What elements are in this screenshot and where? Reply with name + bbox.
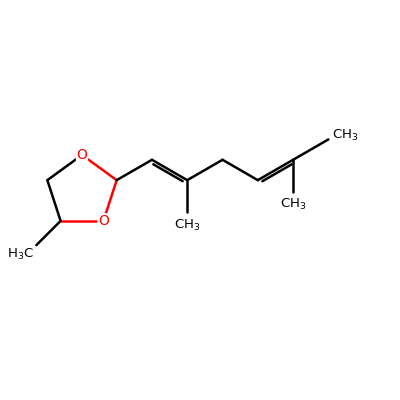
Text: CH$_3$: CH$_3$ (280, 197, 306, 212)
Text: O: O (98, 214, 109, 228)
Text: CH$_3$: CH$_3$ (174, 218, 200, 232)
Text: O: O (76, 148, 88, 162)
Text: H$_3$C: H$_3$C (7, 247, 34, 262)
Text: CH$_3$: CH$_3$ (332, 128, 358, 143)
